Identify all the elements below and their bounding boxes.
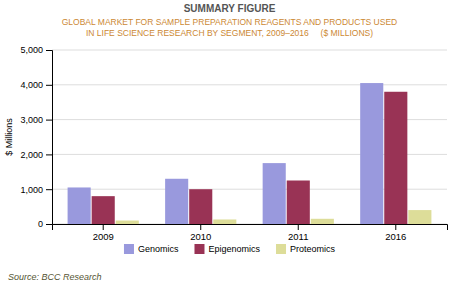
bar — [408, 210, 431, 224]
bar — [213, 219, 236, 224]
bar — [384, 92, 407, 224]
grid-line — [52, 50, 447, 51]
chart: SUMMARY FIGURE GLOBAL MARKET FOR SAMPLE P… — [0, 0, 459, 286]
tick-mark — [46, 50, 52, 51]
bar — [311, 219, 334, 224]
legend-swatch — [276, 244, 286, 254]
axis-line — [53, 225, 448, 231]
tick-label: 2016 — [385, 231, 406, 242]
tick-label: 5,000 — [20, 45, 43, 55]
tick-label: 0 — [38, 219, 43, 229]
series — [92, 92, 408, 224]
tick: 1,000 — [20, 185, 52, 195]
tick-mark — [46, 120, 52, 121]
tick-mark — [395, 224, 396, 230]
tick-mark — [46, 224, 52, 225]
y-axis: 0 1,000 2,000 3,000 4,000 5,000 — [20, 45, 52, 229]
tick-label: 2,000 — [20, 150, 43, 160]
tick: 2011 — [288, 224, 308, 242]
bars — [68, 83, 432, 224]
tick: 5,000 — [20, 45, 52, 55]
tick-mark — [46, 154, 52, 155]
legend-item: Genomics — [124, 244, 179, 254]
tick-label: 4,000 — [20, 80, 43, 90]
series — [116, 210, 432, 224]
tick-mark — [298, 224, 299, 230]
axis-title: $ Millions — [4, 118, 14, 156]
legend-swatch — [124, 244, 134, 254]
tick-label: 2010 — [190, 231, 211, 242]
tick: 4,000 — [20, 80, 52, 90]
legend-item: Proteomics — [276, 244, 336, 254]
tick-label: 2009 — [93, 231, 114, 242]
legend-label: Proteomics — [290, 244, 336, 254]
tick: 2010 — [190, 224, 211, 242]
tick: 0 — [38, 219, 52, 229]
x-axis: 2009 2010 2011 2016 — [53, 224, 448, 242]
bar — [360, 83, 383, 224]
grid — [52, 50, 447, 224]
bar — [287, 181, 310, 225]
legend-label: Epigenomics — [208, 244, 260, 254]
bar — [165, 179, 188, 224]
plot: 01,0002,0003,0004,0005,00020092010201120… — [20, 45, 447, 241]
legend-item: Epigenomics — [194, 244, 260, 254]
annotation: Source: BCC Research — [8, 272, 102, 282]
tick-mark — [46, 85, 52, 86]
bar — [68, 187, 91, 224]
tick: 2009 — [93, 224, 114, 242]
axis-line — [46, 51, 53, 225]
tick: 2,000 — [20, 150, 52, 160]
legend: Genomics Epigenomics Proteomics — [124, 244, 336, 254]
legend-label: Genomics — [138, 244, 179, 254]
title: SUMMARY FIGURE — [184, 3, 276, 14]
tick-mark — [200, 224, 201, 230]
tick-mark — [103, 224, 104, 230]
subtitle: GLOBAL MARKET FOR SAMPLE PREPARATION REA… — [62, 17, 398, 27]
bar — [92, 196, 115, 224]
bar — [189, 189, 212, 224]
tick: 3,000 — [20, 115, 52, 125]
tick-label: 1,000 — [20, 185, 43, 195]
bar — [116, 221, 139, 224]
tick-label: 2011 — [288, 231, 308, 242]
tick-mark — [46, 189, 52, 190]
tick: 2016 — [385, 224, 406, 242]
legend-swatch — [194, 244, 204, 254]
tick-label: 3,000 — [20, 115, 43, 125]
grid-line — [52, 84, 447, 85]
bar — [263, 163, 286, 224]
series — [68, 83, 384, 224]
subtitle: IN LIFE SCIENCE RESEARCH BY SEGMENT, 200… — [86, 28, 373, 38]
